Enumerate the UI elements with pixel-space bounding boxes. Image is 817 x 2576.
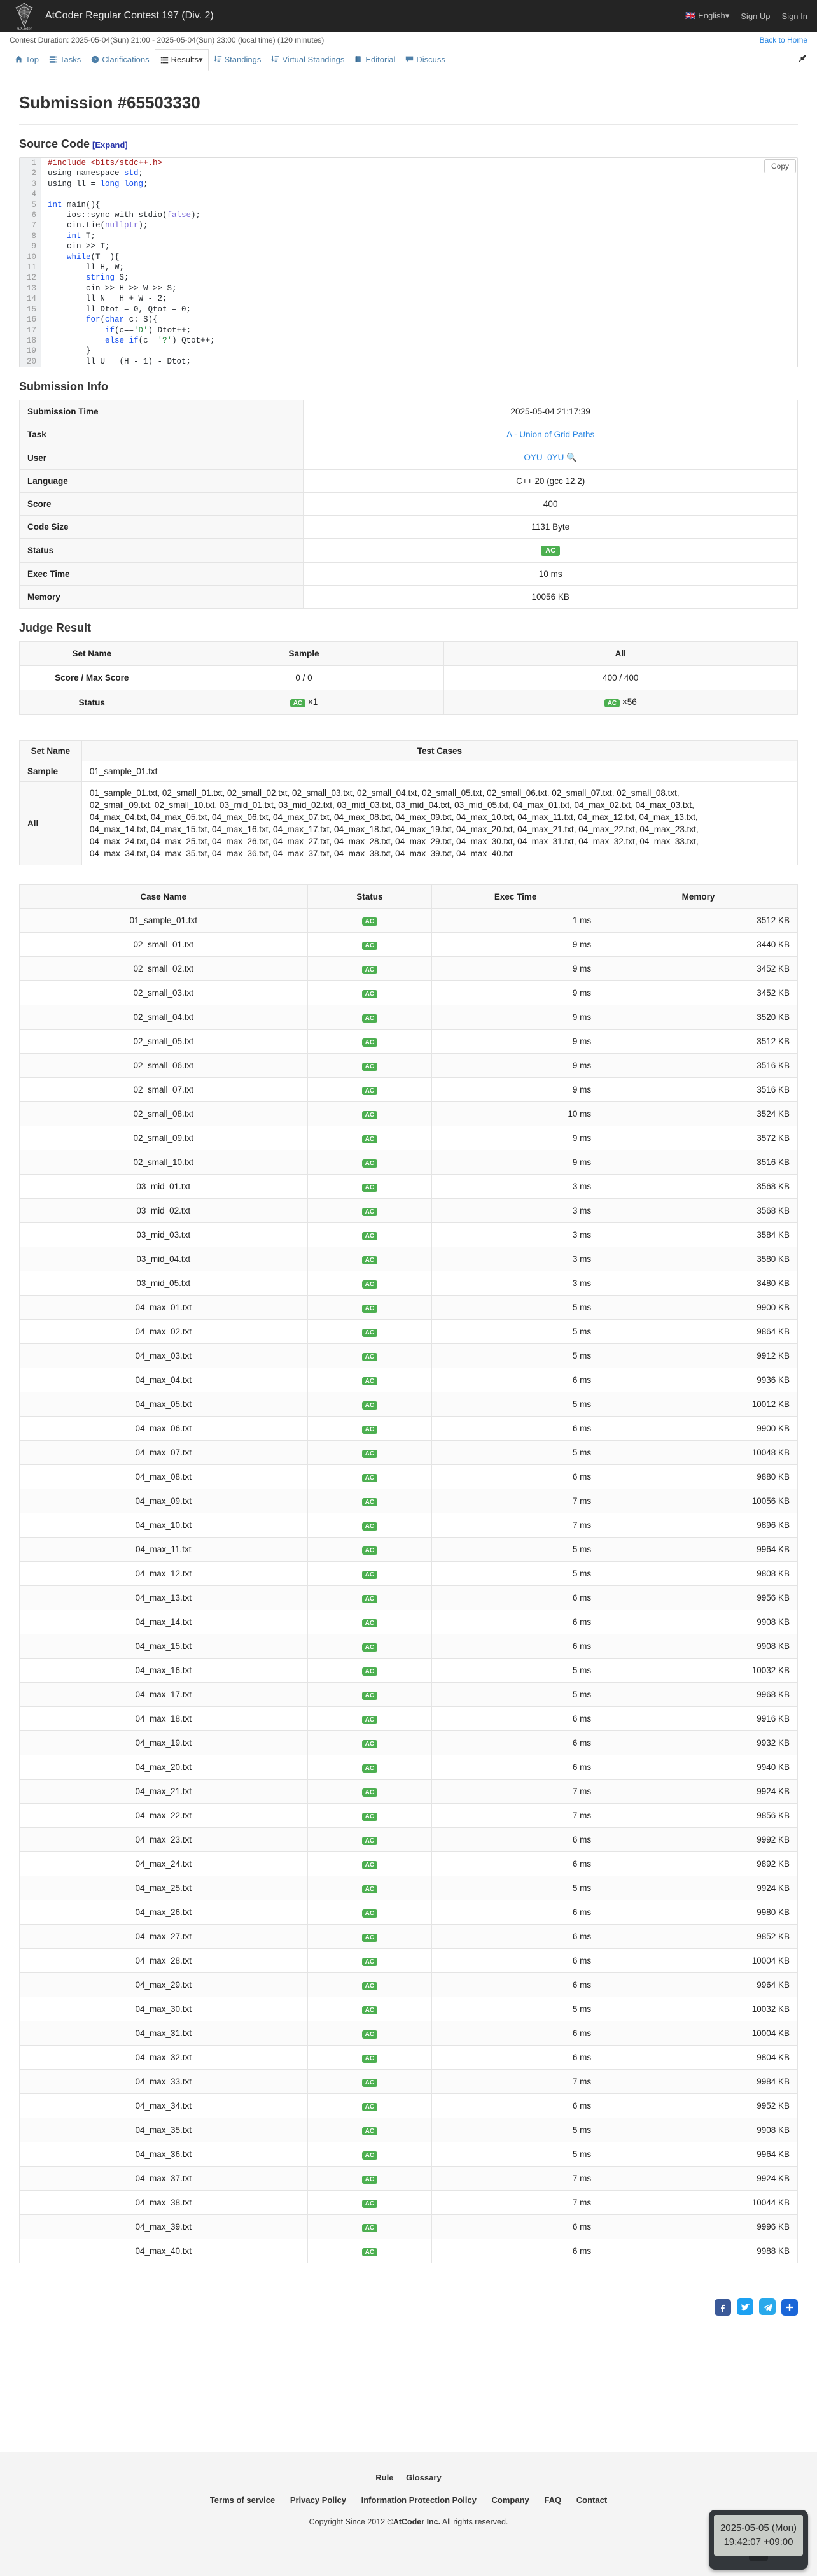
svg-text:AC: AC — [22, 21, 27, 24]
svg-text:AtCoder: AtCoder — [17, 26, 32, 31]
svg-text:?: ? — [94, 57, 97, 62]
